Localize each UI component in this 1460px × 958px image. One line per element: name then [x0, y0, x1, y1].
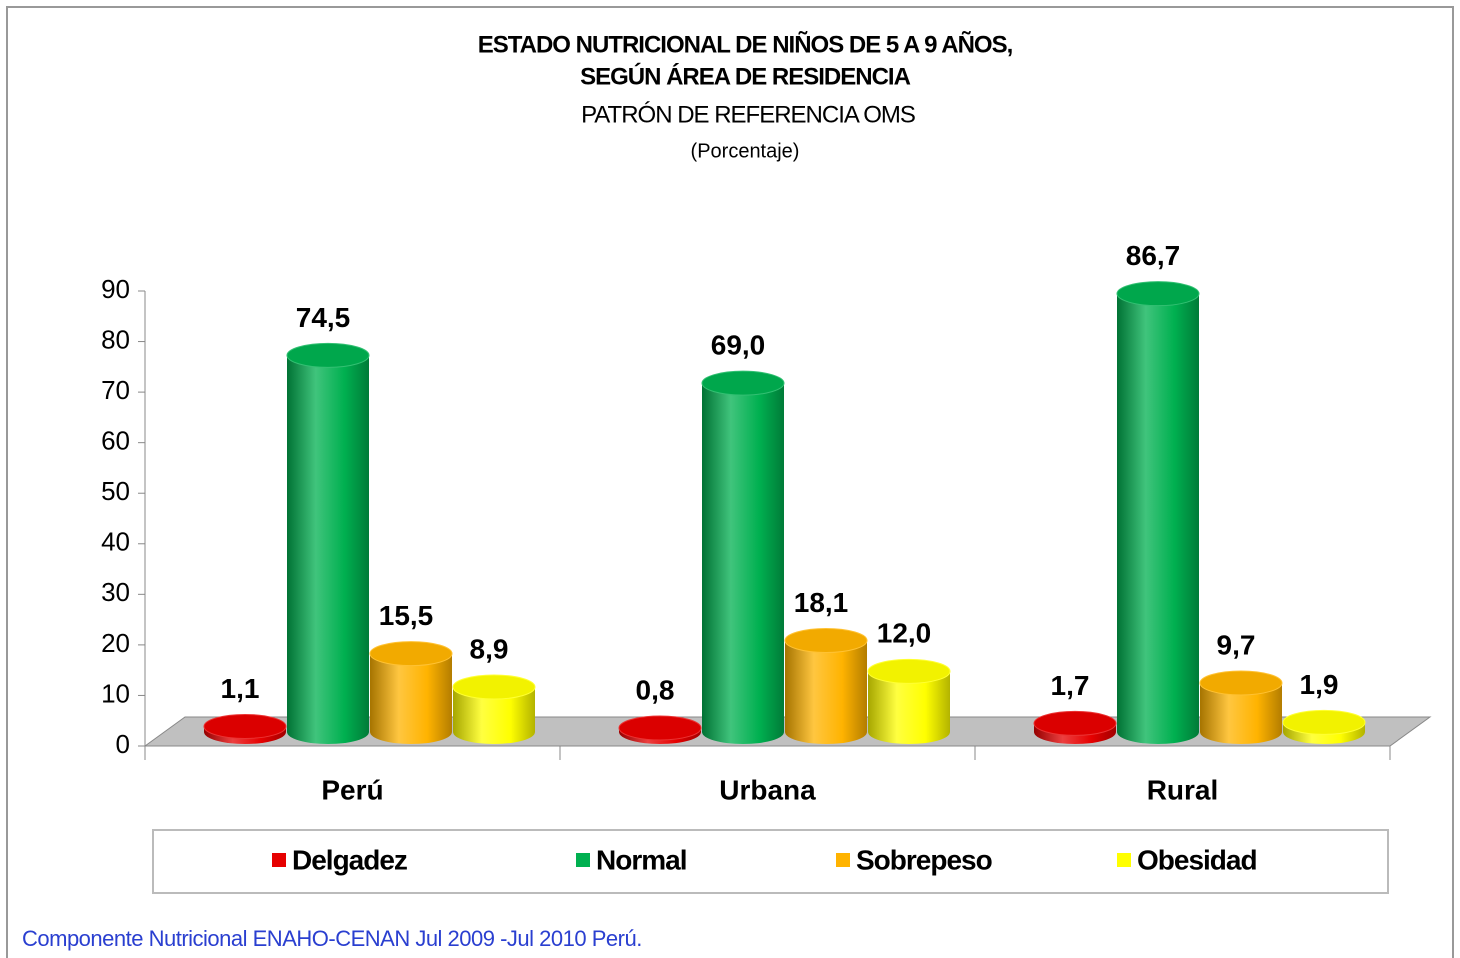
legend-box: [152, 829, 1389, 894]
value-label: 12,0: [877, 618, 932, 649]
value-label: 86,7: [1126, 240, 1181, 271]
bar: [1117, 293, 1199, 744]
y-tick-label: 60: [101, 426, 130, 456]
bar-top: [867, 658, 951, 684]
bar-top: [1199, 670, 1283, 696]
legend-swatch: [576, 853, 590, 867]
legend-swatch: [836, 853, 850, 867]
bar: [868, 671, 950, 744]
frame: [6, 6, 1454, 958]
x-tick-label: Urbana: [719, 774, 816, 805]
source: Componente Nutricional ENAHO-CENAN Jul 2…: [22, 926, 642, 951]
bar: [370, 653, 452, 744]
value-label: 74,5: [296, 302, 351, 333]
bar-top: [286, 342, 370, 368]
y-tick-label: 40: [101, 527, 130, 557]
bar-top: [452, 674, 536, 700]
bar: [453, 687, 535, 744]
bar-top: [369, 641, 453, 667]
bar-top: [618, 715, 702, 741]
bar-top: [1116, 281, 1200, 307]
y-tick-label: 70: [101, 375, 130, 405]
legend-swatch: [1117, 853, 1131, 867]
x-tick-label: Perú: [321, 774, 383, 805]
value-label: 15,5: [379, 600, 434, 631]
x-tick-label: Rural: [1147, 774, 1219, 805]
bar-top: [1282, 709, 1366, 735]
bar: [785, 640, 867, 744]
unit-note: (Porcentaje): [691, 140, 800, 162]
bar-top: [701, 370, 785, 396]
legend-label: Normal: [596, 844, 686, 875]
value-label: 18,1: [794, 587, 849, 618]
value-label: 69,0: [711, 330, 766, 361]
y-tick-label: 10: [101, 678, 130, 708]
bar-top: [1033, 710, 1117, 736]
value-label: 1,1: [221, 673, 260, 704]
y-tick-label: 20: [101, 628, 130, 658]
y-tick-label: 80: [101, 324, 130, 354]
chart-title: ESTADO NUTRICIONAL DE NIÑOS DE 5 A 9 AÑO…: [478, 30, 1013, 58]
legend-label: Sobrepeso: [856, 844, 993, 875]
subtitle: PATRÓN DE REFERENCIA OMS: [581, 101, 915, 128]
bar: [1200, 682, 1282, 744]
chart-title-line2: SEGÚN ÁREA DE RESIDENCIA: [580, 62, 910, 90]
value-label: 1,7: [1051, 670, 1090, 701]
bar: [702, 383, 784, 744]
legend-swatch: [272, 853, 286, 867]
y-tick-label: 0: [116, 729, 130, 759]
value-label: 0,8: [636, 674, 675, 705]
value-label: 8,9: [470, 633, 509, 664]
legend-label: Delgadez: [292, 844, 407, 875]
y-tick-label: 50: [101, 476, 130, 506]
y-tick-label: 90: [101, 274, 130, 304]
bar: [287, 355, 369, 744]
bar-top: [203, 713, 287, 739]
legend-label: Obesidad: [1137, 844, 1257, 875]
value-label: 9,7: [1217, 629, 1256, 660]
bar-top: [784, 627, 868, 653]
value-label: 1,9: [1300, 669, 1339, 700]
y-tick-label: 30: [101, 577, 130, 607]
